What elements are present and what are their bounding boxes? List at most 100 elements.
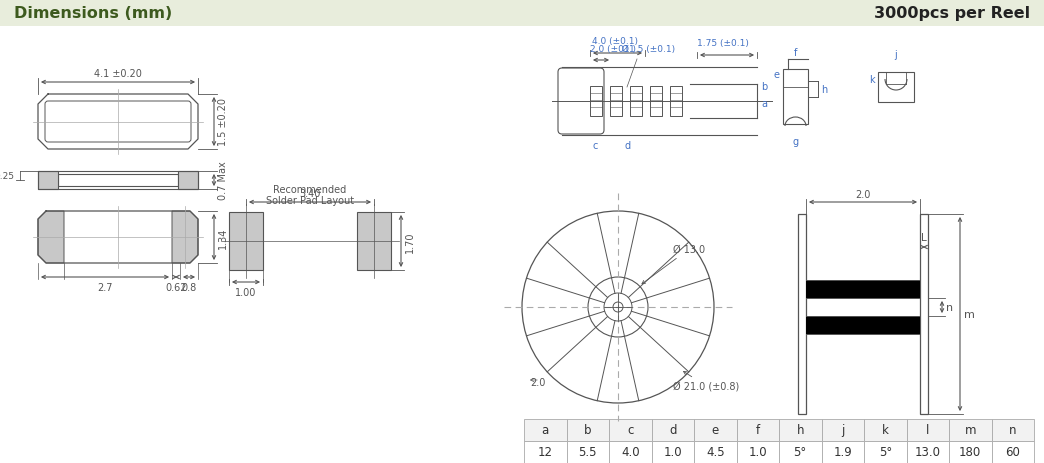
Bar — [609, 419, 651, 441]
Bar — [920, 214, 928, 414]
Text: 1.9: 1.9 — [833, 445, 852, 458]
Bar — [992, 441, 1034, 463]
Text: e: e — [773, 70, 779, 80]
Text: 0.62: 0.62 — [165, 282, 187, 292]
Text: Ø 21.0 (±0.8): Ø 21.0 (±0.8) — [673, 372, 739, 391]
Bar — [0, 0, 1044, 27]
Text: 1.70: 1.70 — [405, 231, 416, 252]
Bar — [630, 87, 642, 117]
Polygon shape — [38, 212, 64, 263]
Text: 5.5: 5.5 — [578, 445, 597, 458]
Bar — [906, 419, 949, 441]
Bar — [567, 441, 609, 463]
Bar — [798, 214, 806, 414]
Bar — [822, 419, 864, 441]
Text: Recommended: Recommended — [274, 185, 347, 194]
Text: j: j — [841, 424, 845, 437]
Text: d: d — [625, 141, 631, 150]
Text: 1.00: 1.00 — [235, 288, 257, 297]
Text: 3.40: 3.40 — [300, 188, 321, 199]
Text: 13.0: 13.0 — [915, 445, 941, 458]
Bar — [736, 419, 779, 441]
Bar — [783, 70, 808, 125]
Text: 2.0 (±01.): 2.0 (±01.) — [590, 45, 636, 54]
Text: f: f — [756, 424, 760, 437]
Bar — [357, 213, 392, 270]
Text: 12: 12 — [538, 445, 552, 458]
Text: m: m — [964, 309, 975, 319]
Text: 2.0: 2.0 — [530, 377, 545, 387]
Text: c: c — [627, 424, 634, 437]
Text: 1.75 (±0.1): 1.75 (±0.1) — [697, 39, 749, 48]
Text: Solder Pad Layout: Solder Pad Layout — [266, 195, 354, 206]
Text: j: j — [895, 50, 898, 60]
Text: 5°: 5° — [793, 445, 807, 458]
Text: 3000pcs per Reel: 3000pcs per Reel — [874, 6, 1030, 21]
Text: h: h — [821, 85, 827, 95]
Bar — [694, 419, 736, 441]
Text: 4.0: 4.0 — [621, 445, 640, 458]
Text: a: a — [542, 424, 549, 437]
Text: c: c — [592, 141, 597, 150]
Bar — [670, 87, 682, 117]
Bar — [878, 73, 914, 103]
Bar — [38, 172, 198, 189]
Bar — [806, 316, 920, 334]
Text: 60: 60 — [1005, 445, 1020, 458]
Bar — [806, 281, 920, 298]
Text: 2.0: 2.0 — [855, 189, 871, 200]
Text: 4.5: 4.5 — [706, 445, 725, 458]
Bar — [992, 419, 1034, 441]
Text: b: b — [761, 82, 767, 92]
Bar — [58, 175, 177, 187]
Text: m: m — [965, 424, 976, 437]
Text: 1.0: 1.0 — [749, 445, 767, 458]
Bar — [229, 213, 263, 270]
Bar — [864, 419, 906, 441]
Bar — [906, 441, 949, 463]
Text: 0.25: 0.25 — [0, 172, 14, 181]
Bar — [177, 172, 198, 189]
Text: f: f — [793, 48, 798, 58]
Text: 5°: 5° — [879, 445, 892, 458]
Bar — [650, 87, 662, 117]
Bar — [651, 441, 694, 463]
Text: 2.7: 2.7 — [97, 282, 113, 292]
Text: 4.0 (±0.1): 4.0 (±0.1) — [592, 37, 638, 46]
Bar — [736, 441, 779, 463]
Text: 0.7 Max: 0.7 Max — [218, 161, 228, 200]
Text: L: L — [921, 232, 927, 243]
Text: Ø 13.0: Ø 13.0 — [642, 244, 705, 284]
Text: k: k — [882, 424, 888, 437]
Text: 1.34: 1.34 — [218, 227, 228, 248]
Bar — [38, 172, 58, 189]
Text: d: d — [669, 424, 677, 437]
Bar — [590, 87, 602, 117]
Bar — [949, 419, 992, 441]
Text: n: n — [1009, 424, 1017, 437]
Text: l: l — [926, 424, 929, 437]
Text: 0.8: 0.8 — [182, 282, 196, 292]
Bar — [651, 419, 694, 441]
Polygon shape — [172, 212, 198, 263]
Bar — [864, 441, 906, 463]
Text: Dimensions (mm): Dimensions (mm) — [14, 6, 172, 21]
Bar — [610, 87, 622, 117]
Text: g: g — [792, 137, 799, 147]
Bar — [567, 419, 609, 441]
Bar — [949, 441, 992, 463]
Text: h: h — [797, 424, 804, 437]
Bar — [524, 441, 567, 463]
Text: b: b — [584, 424, 592, 437]
Text: n: n — [946, 302, 953, 313]
Text: e: e — [712, 424, 719, 437]
Bar — [779, 419, 822, 441]
Text: 1.5 ±0.20: 1.5 ±0.20 — [218, 98, 228, 146]
Text: a: a — [761, 99, 767, 109]
Bar — [694, 441, 736, 463]
Bar — [524, 419, 567, 441]
Text: 1.0: 1.0 — [663, 445, 682, 458]
Text: 180: 180 — [959, 445, 981, 458]
Bar — [779, 441, 822, 463]
Bar — [609, 441, 651, 463]
